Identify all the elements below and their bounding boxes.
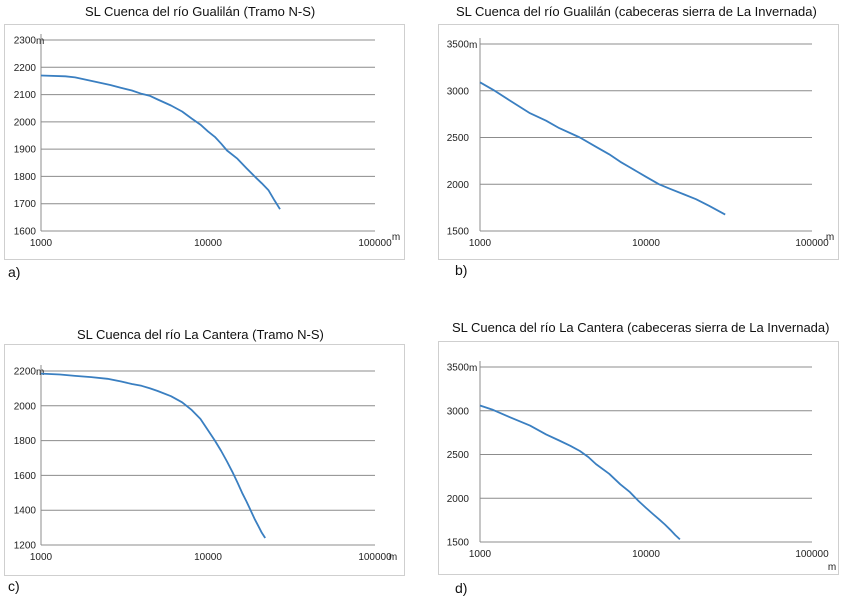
y-tick-label: 1500 (447, 227, 470, 238)
y-axis-label: m (469, 363, 477, 374)
y-tick-label: 2500 (447, 450, 470, 461)
y-tick-label: 2000 (14, 117, 37, 128)
y-tick-label: 2000 (447, 180, 470, 191)
y-tick-label: 1600 (14, 471, 37, 482)
y-tick-label: 2200 (14, 367, 37, 378)
x-tick-label: 100000 (358, 552, 392, 563)
x-tick-label: 10000 (632, 549, 660, 560)
x-axis-label: m (389, 552, 397, 563)
panel-label-a: a) (8, 264, 21, 280)
series-line (479, 404, 681, 541)
chart-panel-c (4, 344, 405, 576)
x-tick-label: 1000 (469, 549, 492, 560)
series-line (40, 372, 266, 539)
panel-label-d: d) (455, 580, 468, 596)
x-tick-label: 1000 (469, 238, 492, 249)
y-tick-label: 2200 (14, 63, 37, 74)
series-line (40, 74, 281, 210)
y-tick-label: 2000 (14, 401, 37, 412)
y-tick-label: 1800 (14, 172, 37, 183)
chart-title-d: SL Cuenca del río La Cantera (cabeceras … (452, 320, 830, 335)
x-tick-label: 100000 (795, 549, 829, 560)
series-line (479, 81, 726, 216)
panel-label-c: c) (8, 578, 20, 594)
y-tick-label: 2500 (447, 133, 470, 144)
y-tick-label: 1200 (14, 541, 37, 552)
chart-title-b: SL Cuenca del río Gualilán (cabeceras si… (456, 4, 817, 19)
y-axis-label: m (36, 36, 44, 47)
x-tick-label: 1000 (30, 552, 53, 563)
y-tick-label: 3000 (447, 86, 470, 97)
chart-panel-d (438, 341, 839, 575)
y-tick-label: 3000 (447, 406, 470, 417)
x-axis-label: m (392, 232, 400, 243)
y-tick-label: 3500 (447, 40, 470, 51)
y-tick-label: 1700 (14, 199, 37, 210)
y-tick-label: 1600 (14, 227, 37, 238)
x-tick-label: 100000 (358, 238, 392, 249)
y-tick-label: 1800 (14, 436, 37, 447)
x-tick-label: 10000 (194, 552, 222, 563)
chart-panel-b (438, 24, 839, 260)
x-tick-label: 10000 (632, 238, 660, 249)
x-tick-label: 1000 (30, 238, 53, 249)
y-tick-label: 2000 (447, 494, 470, 505)
y-tick-label: 3500 (447, 363, 470, 374)
y-tick-label: 1500 (447, 538, 470, 549)
y-tick-label: 1900 (14, 145, 37, 156)
x-axis-label: m (826, 232, 834, 243)
panel-label-b: b) (455, 262, 468, 278)
chart-panel-a (4, 24, 405, 260)
x-tick-label: 100000 (795, 238, 829, 249)
y-tick-label: 2300 (14, 36, 37, 47)
y-tick-label: 2100 (14, 90, 37, 101)
x-tick-label: 10000 (194, 238, 222, 249)
x-axis-label: m (828, 562, 836, 573)
y-axis-label: m (36, 367, 44, 378)
y-tick-label: 1400 (14, 506, 37, 517)
chart-title-c: SL Cuenca del río La Cantera (Tramo N-S) (77, 327, 324, 342)
chart-title-a: SL Cuenca del río Gualilán (Tramo N-S) (85, 4, 316, 19)
y-axis-label: m (469, 40, 477, 51)
